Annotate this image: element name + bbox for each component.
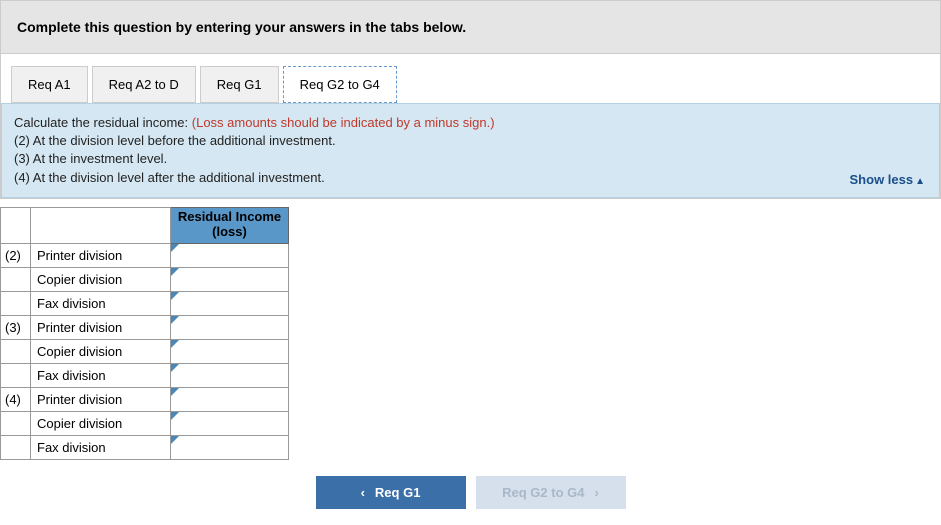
instruction-highlight: (Loss amounts should be indicated by a m… bbox=[192, 115, 495, 130]
table-row: Copier division bbox=[1, 411, 289, 435]
row-num: (2) bbox=[1, 243, 31, 267]
table-row: Fax division bbox=[1, 291, 289, 315]
chevron-right-icon: › bbox=[595, 485, 599, 500]
value-cell[interactable] bbox=[171, 363, 289, 387]
instruction-lead: Calculate the residual income: bbox=[14, 115, 192, 130]
instruction-line-2: (2) At the division level before the add… bbox=[14, 132, 927, 150]
table-row: (2) Printer division bbox=[1, 243, 289, 267]
row-label: Fax division bbox=[31, 435, 171, 459]
value-cell[interactable] bbox=[171, 291, 289, 315]
value-cell[interactable] bbox=[171, 411, 289, 435]
row-num bbox=[1, 435, 31, 459]
row-num bbox=[1, 267, 31, 291]
value-cell[interactable] bbox=[171, 267, 289, 291]
chevron-up-icon: ▲ bbox=[915, 176, 925, 187]
instruction-line-4: (4) At the division level after the addi… bbox=[14, 169, 927, 187]
show-less-toggle[interactable]: Show less▲ bbox=[850, 172, 925, 187]
table-row: Copier division bbox=[1, 339, 289, 363]
row-label: Printer division bbox=[31, 315, 171, 339]
tabs-row: Req A1 Req A2 to D Req G1 Req G2 to G4 bbox=[1, 54, 940, 103]
next-button[interactable]: Req G2 to G4 › bbox=[476, 476, 626, 509]
next-label: Req G2 to G4 bbox=[502, 485, 584, 500]
table-header-row: Residual Income (loss) bbox=[1, 207, 289, 243]
table-row: Fax division bbox=[1, 363, 289, 387]
main-container: Complete this question by entering your … bbox=[0, 0, 941, 199]
row-label: Printer division bbox=[31, 243, 171, 267]
tab-label: Req G2 to G4 bbox=[300, 77, 380, 92]
table-row: Copier division bbox=[1, 267, 289, 291]
tab-label: Req G1 bbox=[217, 77, 262, 92]
tab-label: Req A2 to D bbox=[109, 77, 179, 92]
row-num: (4) bbox=[1, 387, 31, 411]
row-num bbox=[1, 291, 31, 315]
table-row: Fax division bbox=[1, 435, 289, 459]
row-label: Copier division bbox=[31, 267, 171, 291]
row-num: (3) bbox=[1, 315, 31, 339]
row-label: Copier division bbox=[31, 411, 171, 435]
table-row: (4) Printer division bbox=[1, 387, 289, 411]
show-less-label: Show less bbox=[850, 172, 914, 187]
row-label: Printer division bbox=[31, 387, 171, 411]
header-blank-1 bbox=[1, 207, 31, 243]
tab-req-g1[interactable]: Req G1 bbox=[200, 66, 279, 103]
prev-button[interactable]: ‹ Req G1 bbox=[316, 476, 466, 509]
tab-req-a2-to-d[interactable]: Req A2 to D bbox=[92, 66, 196, 103]
tab-req-a1[interactable]: Req A1 bbox=[11, 66, 88, 103]
answer-table: Residual Income (loss) (2) Printer divis… bbox=[0, 207, 289, 460]
header-residual-income: Residual Income (loss) bbox=[171, 207, 289, 243]
tab-label: Req A1 bbox=[28, 77, 71, 92]
footer-nav: ‹ Req G1 Req G2 to G4 › bbox=[0, 460, 941, 525]
instruction-banner: Complete this question by entering your … bbox=[1, 1, 940, 54]
answer-table-wrap: Residual Income (loss) (2) Printer divis… bbox=[0, 207, 941, 460]
value-cell[interactable] bbox=[171, 387, 289, 411]
value-cell[interactable] bbox=[171, 243, 289, 267]
chevron-left-icon: ‹ bbox=[361, 485, 365, 500]
row-num bbox=[1, 411, 31, 435]
row-label: Fax division bbox=[31, 291, 171, 315]
header-blank-2 bbox=[31, 207, 171, 243]
row-num bbox=[1, 339, 31, 363]
instruction-line-3: (3) At the investment level. bbox=[14, 150, 927, 168]
table-row: (3) Printer division bbox=[1, 315, 289, 339]
table-body: (2) Printer division Copier division Fax… bbox=[1, 243, 289, 459]
banner-text: Complete this question by entering your … bbox=[17, 19, 466, 35]
row-label: Copier division bbox=[31, 339, 171, 363]
instruction-panel: Calculate the residual income: (Loss amo… bbox=[1, 103, 940, 198]
value-cell[interactable] bbox=[171, 315, 289, 339]
value-cell[interactable] bbox=[171, 435, 289, 459]
value-cell[interactable] bbox=[171, 339, 289, 363]
row-num bbox=[1, 363, 31, 387]
instruction-lead-line: Calculate the residual income: (Loss amo… bbox=[14, 114, 927, 132]
tab-req-g2-to-g4[interactable]: Req G2 to G4 bbox=[283, 66, 397, 103]
prev-label: Req G1 bbox=[375, 485, 421, 500]
row-label: Fax division bbox=[31, 363, 171, 387]
